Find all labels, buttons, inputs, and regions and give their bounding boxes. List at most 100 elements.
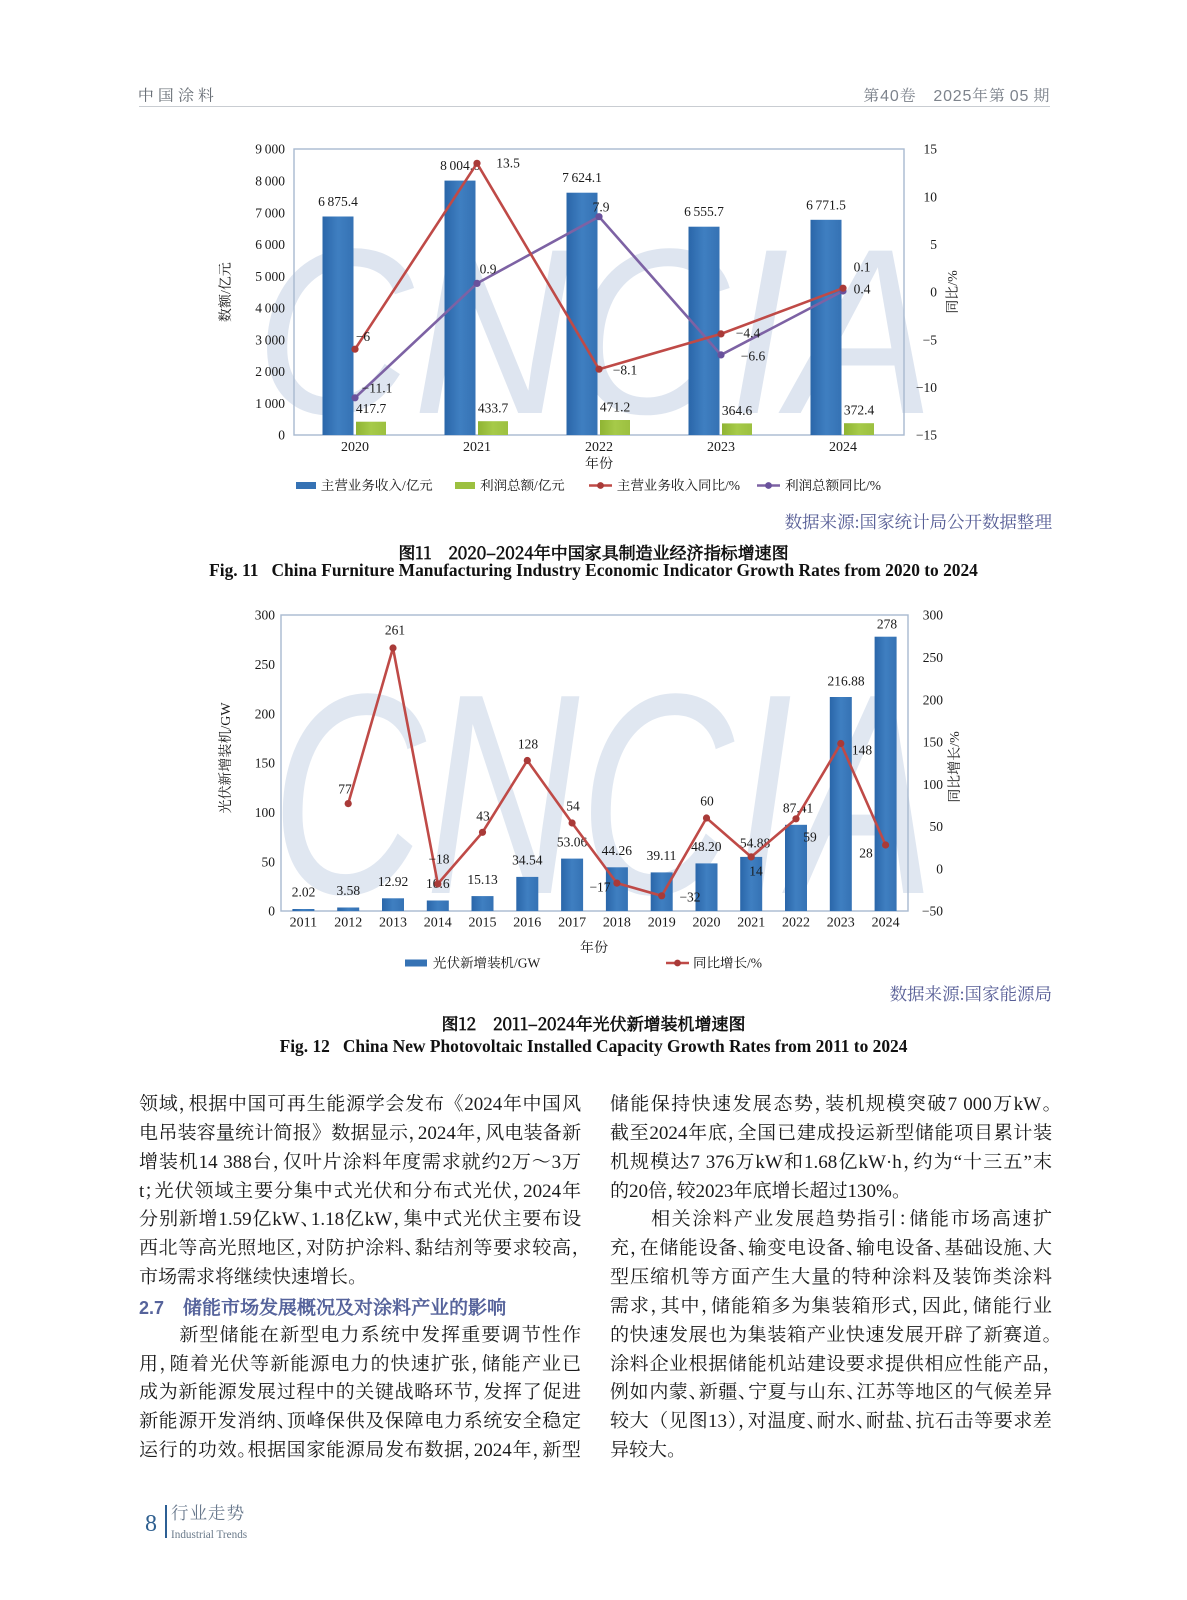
svg-text:15.13: 15.13: [467, 872, 498, 887]
svg-text:7.9: 7.9: [593, 200, 610, 215]
svg-text:471.2: 471.2: [600, 400, 630, 415]
svg-text:3 000: 3 000: [255, 332, 285, 347]
svg-text:150: 150: [923, 735, 944, 750]
svg-text:1 000: 1 000: [255, 396, 285, 411]
svg-text:44.26: 44.26: [602, 843, 633, 858]
svg-text:13.5: 13.5: [496, 156, 520, 171]
svg-text:216.88: 216.88: [827, 674, 864, 689]
svg-text:年份: 年份: [580, 937, 608, 957]
svg-text:59: 59: [803, 830, 817, 845]
svg-text:−11.1: −11.1: [362, 381, 393, 396]
svg-text:0: 0: [936, 861, 943, 876]
svg-text:光伏新增装机/GW: 光伏新增装机/GW: [215, 702, 235, 814]
svg-text:364.6: 364.6: [722, 403, 753, 418]
svg-text:3.58: 3.58: [336, 883, 360, 898]
svg-text:2013: 2013: [379, 916, 407, 931]
svg-text:光伏新增装机/GW: 光伏新增装机/GW: [433, 952, 540, 972]
svg-text:9 000: 9 000: [255, 142, 285, 157]
svg-text:0.4: 0.4: [854, 282, 871, 297]
svg-text:2022: 2022: [782, 916, 810, 931]
svg-text:主营业务收入同比/%: 主营业务收入同比/%: [617, 474, 740, 494]
svg-text:−50: −50: [922, 904, 943, 919]
svg-text:−10: −10: [916, 380, 937, 395]
svg-text:2023: 2023: [707, 440, 735, 455]
svg-text:4 000: 4 000: [255, 301, 285, 316]
svg-text:6 771.5: 6 771.5: [806, 197, 846, 212]
svg-text:2012: 2012: [334, 916, 362, 931]
svg-text:2 000: 2 000: [255, 364, 285, 379]
svg-text:2024: 2024: [829, 440, 857, 455]
svg-text:同比增长/%: 同比增长/%: [944, 731, 964, 803]
svg-text:2020: 2020: [341, 440, 369, 455]
svg-text:12.92: 12.92: [378, 874, 408, 889]
svg-text:−17: −17: [589, 880, 610, 895]
svg-text:6 000: 6 000: [255, 237, 285, 252]
svg-text:200: 200: [923, 692, 944, 707]
svg-text:−6.6: −6.6: [741, 349, 766, 364]
svg-text:250: 250: [255, 657, 276, 672]
svg-text:2.02: 2.02: [292, 885, 316, 900]
svg-text:48.20: 48.20: [691, 839, 722, 854]
svg-text:60: 60: [700, 794, 714, 809]
svg-text:148: 148: [852, 743, 873, 758]
svg-text:77: 77: [338, 782, 352, 797]
svg-text:−18: −18: [428, 852, 449, 867]
svg-text:14: 14: [749, 864, 763, 879]
svg-text:−32: −32: [679, 890, 700, 905]
svg-text:0.9: 0.9: [480, 262, 497, 277]
svg-text:7 624.1: 7 624.1: [562, 170, 602, 185]
svg-text:50: 50: [262, 854, 276, 869]
svg-text:2017: 2017: [558, 916, 586, 931]
svg-text:同比增长/%: 同比增长/%: [693, 952, 762, 972]
svg-text:2022: 2022: [585, 440, 613, 455]
svg-text:2011: 2011: [290, 916, 317, 931]
svg-text:28: 28: [859, 846, 873, 861]
svg-text:利润总额/亿元: 利润总额/亿元: [480, 474, 565, 494]
svg-text:2020: 2020: [693, 916, 721, 931]
svg-text:5 000: 5 000: [255, 269, 285, 284]
svg-text:417.7: 417.7: [356, 401, 387, 416]
svg-text:利润总额同比/%: 利润总额同比/%: [785, 474, 881, 494]
svg-text:2021: 2021: [737, 916, 765, 931]
svg-text:2014: 2014: [424, 916, 452, 931]
svg-text:6 555.7: 6 555.7: [684, 204, 724, 219]
svg-text:54: 54: [566, 799, 580, 814]
svg-text:数额/亿元: 数额/亿元: [215, 262, 235, 322]
svg-text:150: 150: [255, 756, 276, 771]
svg-text:0.1: 0.1: [854, 260, 871, 275]
svg-text:0: 0: [278, 428, 285, 443]
svg-text:100: 100: [923, 777, 944, 792]
svg-text:−15: −15: [916, 428, 937, 443]
svg-text:53.06: 53.06: [557, 834, 588, 849]
svg-text:2024: 2024: [872, 916, 900, 931]
svg-text:年份: 年份: [585, 453, 613, 473]
svg-text:372.4: 372.4: [844, 403, 875, 418]
svg-text:2016: 2016: [513, 916, 541, 931]
svg-text:15: 15: [924, 142, 938, 157]
svg-text:−6: −6: [356, 329, 371, 344]
svg-text:0: 0: [268, 904, 275, 919]
svg-text:5: 5: [930, 237, 937, 252]
svg-text:200: 200: [255, 706, 276, 721]
svg-text:43: 43: [476, 809, 490, 824]
svg-text:10: 10: [924, 189, 938, 204]
svg-text:6 875.4: 6 875.4: [318, 194, 358, 209]
svg-text:50: 50: [930, 819, 944, 834]
svg-text:主营业务收入/亿元: 主营业务收入/亿元: [321, 474, 433, 494]
svg-text:2018: 2018: [603, 916, 631, 931]
svg-text:250: 250: [923, 650, 944, 665]
svg-text:2023: 2023: [827, 916, 855, 931]
svg-text:2015: 2015: [469, 916, 497, 931]
svg-text:300: 300: [923, 608, 944, 623]
svg-text:128: 128: [518, 737, 539, 752]
svg-text:−8.1: −8.1: [613, 363, 638, 378]
svg-text:2019: 2019: [648, 916, 676, 931]
svg-text:278: 278: [877, 616, 898, 631]
svg-text:433.7: 433.7: [478, 401, 509, 416]
svg-text:0: 0: [930, 285, 937, 300]
svg-text:−5: −5: [923, 332, 938, 347]
svg-text:8 004.6: 8 004.6: [440, 158, 480, 173]
svg-text:8 000: 8 000: [255, 174, 285, 189]
svg-text:同比/%: 同比/%: [942, 270, 962, 314]
svg-text:7 000: 7 000: [255, 205, 285, 220]
